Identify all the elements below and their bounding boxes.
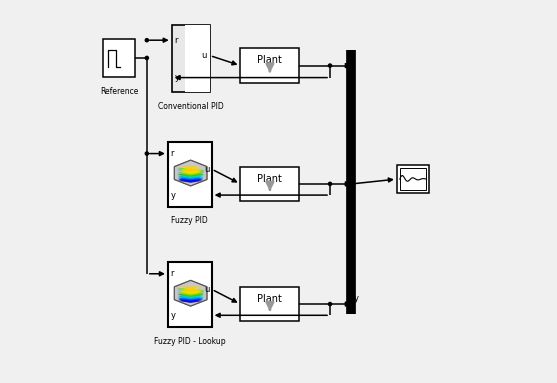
Text: u: u [202,51,207,60]
Bar [400,168,426,190]
Bar [397,165,429,193]
Text: r: r [174,36,178,45]
Polygon shape [177,288,205,297]
Bar [168,142,212,207]
Polygon shape [178,293,203,302]
Text: Plant: Plant [257,56,282,65]
Polygon shape [178,292,204,301]
Polygon shape [178,172,204,180]
Polygon shape [174,280,207,306]
Polygon shape [177,170,204,179]
Circle shape [145,56,148,59]
Text: u: u [204,165,209,173]
Polygon shape [178,174,203,183]
Text: Conventional PID: Conventional PID [158,102,223,111]
Polygon shape [178,167,203,173]
Polygon shape [178,294,203,303]
Polygon shape [177,291,204,300]
Text: Fuzzy PID - Lookup: Fuzzy PID - Lookup [154,337,226,345]
Text: Plant: Plant [257,174,282,184]
Polygon shape [177,169,205,178]
Polygon shape [178,287,204,295]
Polygon shape [178,286,203,292]
Polygon shape [177,168,205,177]
Bar [240,287,300,321]
Polygon shape [177,290,205,298]
Circle shape [329,182,331,185]
Polygon shape [177,288,204,296]
Circle shape [145,152,148,155]
Bar [172,26,210,92]
Text: r: r [170,149,174,158]
Text: y: y [170,311,175,320]
Polygon shape [178,167,204,174]
Text: y: y [174,73,179,82]
Polygon shape [178,287,203,293]
Bar [103,39,135,77]
Text: Reference: Reference [100,87,138,95]
Polygon shape [178,165,203,172]
Bar [168,262,212,327]
Text: Fuzzy PID: Fuzzy PID [172,216,208,225]
Polygon shape [177,167,204,175]
Polygon shape [178,173,203,182]
Polygon shape [174,160,207,186]
Text: r: r [170,269,174,278]
Text: y: y [170,191,175,200]
Text: u: u [204,285,209,294]
Circle shape [329,64,331,67]
Text: Plant: Plant [257,294,282,304]
Text: y: y [354,294,359,303]
Circle shape [329,303,331,306]
Bar [185,26,210,92]
Circle shape [145,39,148,42]
Bar [240,167,300,201]
Bar [240,48,300,83]
